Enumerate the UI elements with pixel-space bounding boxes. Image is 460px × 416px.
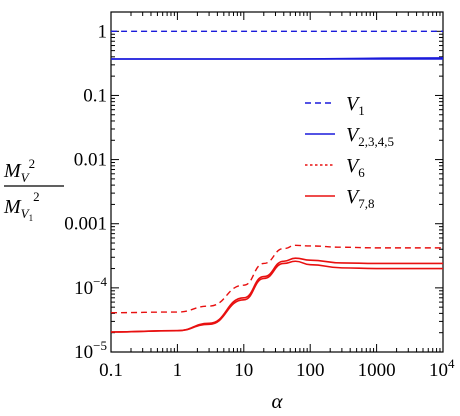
svg-text:MV2: MV2 xyxy=(3,156,35,185)
x-tick-label: 1 xyxy=(173,360,183,381)
y-label-num-sup: 2 xyxy=(29,156,36,171)
legend-label: V1 xyxy=(346,93,365,118)
y-tick-label: 0.001 xyxy=(64,214,107,235)
x-axis-label: α xyxy=(271,389,283,413)
y-tick-label: 10−4 xyxy=(74,274,107,299)
plot-frame xyxy=(110,11,444,353)
legend-label: V2,3,4,5 xyxy=(346,124,394,149)
x-tick-label: 10 xyxy=(234,360,253,381)
x-tick-label: 104 xyxy=(429,356,455,381)
y-tick-label: 0.1 xyxy=(83,85,107,106)
legend-label: V6 xyxy=(346,155,365,180)
svg-text:MV12: MV1 2 xyxy=(3,189,40,223)
x-tick-label: 100 xyxy=(296,360,325,381)
y-tick-label: 0.01 xyxy=(74,150,107,171)
x-tick-label: 1000 xyxy=(358,360,396,381)
legend-entry: V2,3,4,5 xyxy=(305,124,394,149)
series-line-3 xyxy=(110,57,444,60)
legend-label: V7,8 xyxy=(346,186,374,211)
y-label-den-sub: V xyxy=(21,206,31,221)
y-label-den-base: M xyxy=(3,196,22,218)
y-tick-label: 1 xyxy=(98,21,108,42)
series-line-4 xyxy=(110,244,443,314)
y-axis-label: MV2 MV12 xyxy=(3,156,64,223)
ticks xyxy=(110,11,443,353)
legend-entry: V6 xyxy=(305,155,365,180)
legend-entry: V7,8 xyxy=(305,186,374,211)
y-label-den-sup: 2 xyxy=(33,189,40,204)
legend-entry: V1 xyxy=(305,93,365,118)
legend: V1 V2,3,4,5 V6 V7,8 xyxy=(305,93,394,211)
y-label-num-base: M xyxy=(3,160,22,182)
y-label-den-subsub: 1 xyxy=(29,213,34,223)
series-layer xyxy=(110,30,444,333)
tick-labels: 0.1 1 10 100 1000 104 1 0.1 0.01 0.001 10−4 10−5 xyxy=(64,21,455,381)
x-tick-label: 0.1 xyxy=(99,360,123,381)
y-tick-label: 10−5 xyxy=(74,338,107,363)
y-label-num-sub: V xyxy=(21,170,31,185)
series-line-6 xyxy=(110,260,443,333)
